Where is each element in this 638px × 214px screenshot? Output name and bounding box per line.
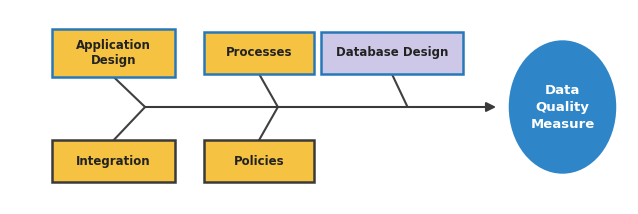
- FancyBboxPatch shape: [320, 32, 463, 74]
- Text: Policies: Policies: [234, 155, 285, 168]
- Text: Processes: Processes: [226, 46, 292, 59]
- FancyBboxPatch shape: [204, 140, 315, 182]
- Ellipse shape: [508, 40, 616, 174]
- FancyBboxPatch shape: [52, 29, 175, 77]
- Text: Database Design: Database Design: [336, 46, 448, 59]
- FancyBboxPatch shape: [204, 32, 315, 74]
- Text: Data
Quality
Measure: Data Quality Measure: [530, 83, 595, 131]
- Text: Integration: Integration: [76, 155, 151, 168]
- Text: Application
Design: Application Design: [76, 39, 151, 67]
- FancyBboxPatch shape: [52, 140, 175, 182]
